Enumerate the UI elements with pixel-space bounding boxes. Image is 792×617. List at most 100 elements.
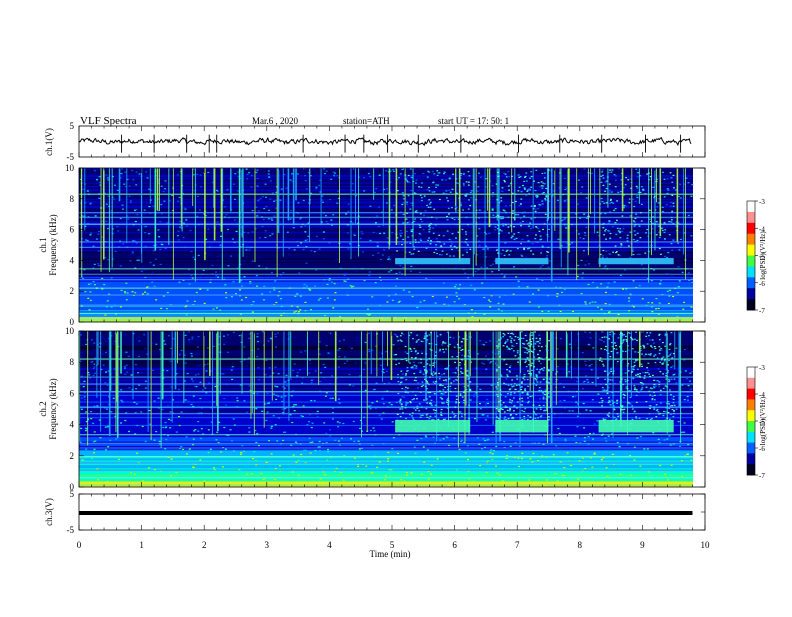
- noise-pixel: [243, 346, 245, 347]
- spectrogram-ytick-label: 10: [65, 326, 75, 336]
- noise-pixel: [295, 442, 297, 443]
- noise-pixel: [379, 415, 381, 416]
- noise-pixel: [655, 265, 657, 266]
- noise-pixel: [279, 465, 281, 466]
- hiss-pixel: [514, 405, 516, 406]
- noise-pixel: [403, 397, 405, 398]
- noise-pixel: [188, 339, 190, 340]
- noise-pixel: [532, 243, 534, 244]
- ch1-waveform-panel: 5-5: [67, 121, 706, 162]
- hiss-pixel: [401, 403, 403, 404]
- hiss-pixel: [468, 208, 470, 209]
- noise-pixel: [316, 236, 318, 237]
- hiss-pixel: [612, 403, 614, 404]
- noise-pixel: [425, 278, 427, 279]
- hiss-pixel: [664, 346, 666, 347]
- noise-pixel: [144, 226, 146, 227]
- hiss-pixel: [644, 375, 646, 376]
- noise-pixel: [172, 344, 174, 345]
- hiss-pixel: [539, 343, 541, 344]
- hiss-pixel: [665, 334, 667, 335]
- noise-pixel: [485, 355, 487, 356]
- noise-pixel: [93, 343, 95, 344]
- noise-pixel: [148, 206, 150, 207]
- hiss-pixel: [539, 357, 541, 358]
- hiss-pixel: [413, 348, 415, 349]
- noise-pixel: [365, 342, 367, 343]
- hiss-pixel: [641, 366, 643, 367]
- hiss-pixel: [468, 171, 470, 172]
- hiss-pixel: [653, 197, 655, 198]
- noise-pixel: [399, 272, 401, 273]
- hiss-pixel: [669, 419, 671, 420]
- noise-pixel: [324, 367, 326, 368]
- noise-pixel: [637, 176, 639, 177]
- hiss-pixel: [505, 212, 507, 213]
- noise-pixel: [336, 468, 338, 469]
- noise-pixel: [540, 363, 542, 364]
- noise-pixel: [456, 296, 458, 297]
- hiss-pixel: [395, 233, 397, 234]
- hiss-pixel: [465, 350, 467, 351]
- noise-pixel: [124, 366, 126, 367]
- noise-pixel: [681, 432, 683, 433]
- hiss-pixel: [505, 174, 507, 175]
- hiss-pixel: [511, 400, 513, 401]
- hiss-pixel: [620, 409, 622, 410]
- noise-pixel: [267, 412, 269, 413]
- noise-pixel: [126, 372, 128, 373]
- hiss-pixel: [601, 171, 603, 172]
- hiss-pixel: [662, 373, 664, 374]
- noise-pixel: [447, 189, 449, 190]
- noise-pixel: [403, 243, 405, 244]
- noise-pixel: [332, 412, 334, 413]
- noise-pixel: [88, 284, 90, 285]
- hiss-pixel: [541, 188, 543, 189]
- hiss-pixel: [527, 415, 529, 416]
- hiss-pixel: [465, 196, 467, 197]
- hiss-pixel: [443, 380, 445, 381]
- hiss-pixel: [440, 414, 442, 415]
- noise-pixel: [268, 440, 270, 441]
- noise-pixel: [309, 414, 311, 415]
- noise-pixel: [191, 355, 193, 356]
- noise-pixel: [594, 452, 596, 453]
- noise-pixel: [158, 398, 160, 399]
- hiss-pixel: [609, 356, 611, 357]
- hiss-pixel: [657, 380, 659, 381]
- noise-pixel: [444, 172, 446, 173]
- hiss-pixel: [673, 374, 675, 375]
- noise-pixel: [589, 365, 591, 366]
- noise-pixel: [267, 393, 269, 394]
- hiss-pixel: [398, 381, 400, 382]
- hiss-pixel: [442, 341, 444, 342]
- noise-pixel: [297, 306, 299, 307]
- noise-pixel: [480, 267, 482, 268]
- hiss-pixel: [425, 353, 427, 354]
- noise-pixel: [137, 336, 139, 337]
- noise-pixel: [556, 296, 558, 297]
- noise-pixel: [210, 265, 212, 266]
- noise-pixel: [232, 366, 234, 367]
- hiss-pixel: [498, 351, 500, 352]
- noise-pixel: [121, 168, 123, 169]
- noise-pixel: [584, 235, 586, 236]
- noise-pixel: [614, 281, 616, 282]
- hiss-pixel: [508, 186, 510, 187]
- noise-pixel: [352, 183, 354, 184]
- hiss-pixel: [469, 175, 471, 176]
- hiss-pixel: [526, 340, 528, 341]
- noise-pixel: [382, 254, 384, 255]
- noise-pixel: [466, 249, 468, 250]
- noise-pixel: [138, 385, 140, 386]
- noise-pixel: [124, 291, 126, 292]
- noise-pixel: [282, 367, 284, 368]
- hiss-pixel: [662, 342, 664, 343]
- noise-pixel: [122, 243, 124, 244]
- noise-pixel: [135, 221, 137, 222]
- noise-pixel: [615, 175, 617, 176]
- noise-pixel: [348, 204, 350, 205]
- hiss-pixel: [538, 390, 540, 391]
- hiss-pixel: [498, 411, 500, 412]
- noise-pixel: [169, 427, 171, 428]
